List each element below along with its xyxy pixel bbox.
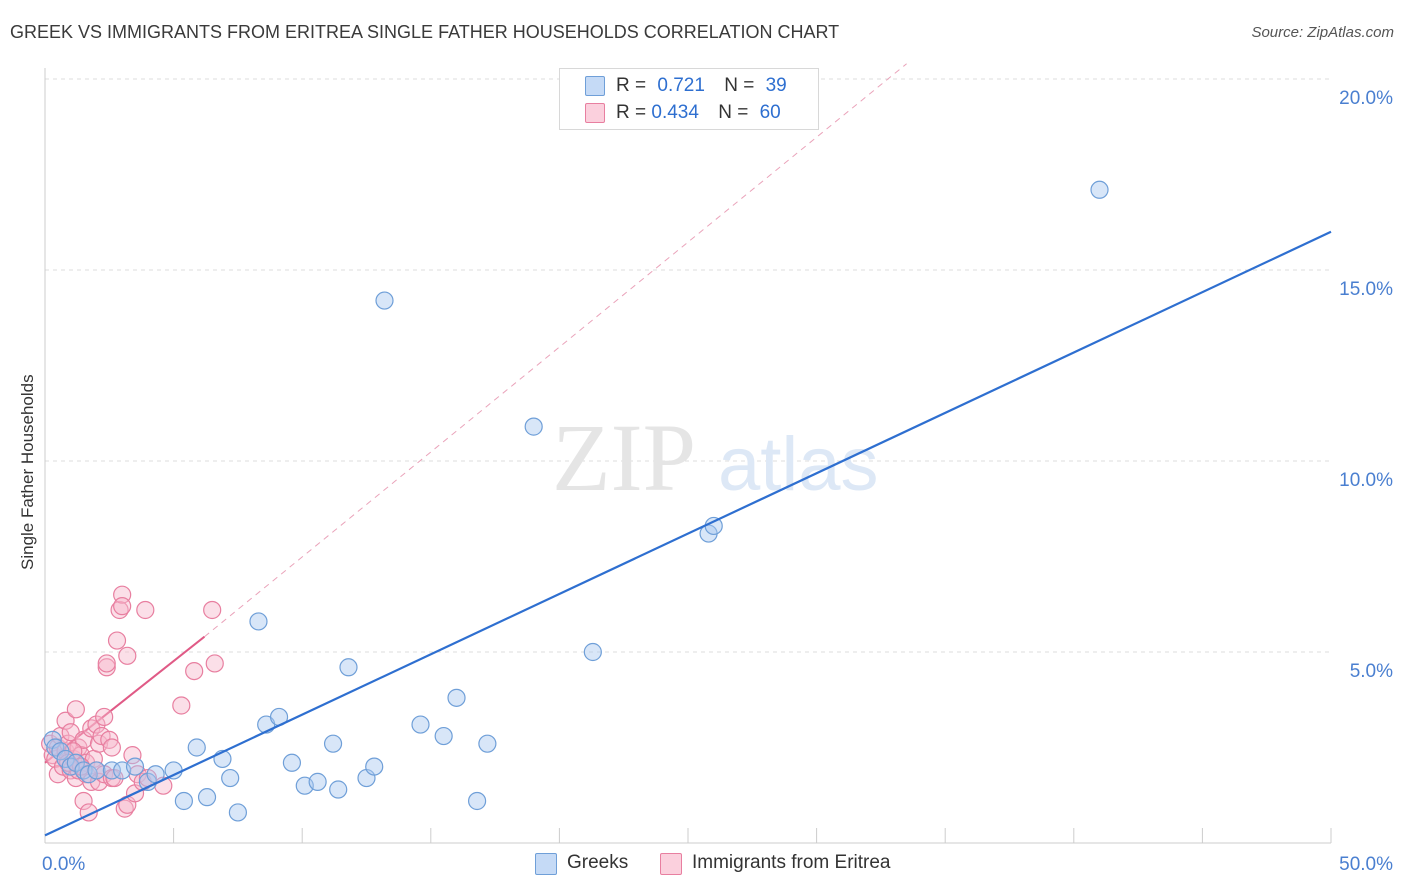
eritrea-legend-label: Immigrants from Eritrea: [692, 852, 891, 873]
watermark-zip: ZIP: [552, 404, 696, 511]
greeks-point: [1090, 180, 1109, 199]
greeks-point: [228, 803, 247, 822]
greeks-point: [87, 761, 106, 780]
y-tick-label: 5.0%: [1350, 661, 1393, 682]
greeks-point: [467, 791, 487, 811]
greeks-point: [164, 761, 183, 780]
eritrea-n-value: 60: [759, 102, 781, 123]
greeks-point: [411, 715, 430, 734]
eritrea-point: [205, 654, 224, 673]
greeks-point: [434, 726, 453, 746]
greeks-point: [375, 291, 394, 310]
eritrea-point: [107, 631, 127, 650]
eritrea-points: [41, 585, 224, 822]
greeks-point: [102, 761, 121, 780]
eritrea-point: [203, 600, 222, 620]
eritrea-point: [66, 700, 85, 719]
greeks-swatch: [585, 76, 605, 96]
greeks-point: [282, 753, 302, 772]
eritrea-point: [74, 791, 93, 811]
greeks-point: [125, 757, 145, 776]
x-tick-labels: 0.0% 50.0%: [42, 854, 1393, 875]
eritrea-trend: [44, 63, 907, 764]
stats-legend: R = 0.721 N = 39 R = 0.434 N = 60: [559, 68, 819, 130]
eritrea-point: [64, 742, 83, 761]
y-tick-labels: 5.0% 10.0% 15.0% 20.0%: [1339, 88, 1393, 682]
greeks-point: [249, 612, 268, 631]
greeks-legend-swatch: [535, 853, 557, 875]
eritrea-r-value: 0.434: [651, 102, 699, 123]
eritrea-point: [97, 658, 116, 677]
y-tick-label: 15.0%: [1339, 279, 1393, 300]
chart-title: GREEK VS IMMIGRANTS FROM ERITREA SINGLE …: [10, 22, 840, 42]
greeks-point: [221, 768, 240, 788]
source-label: Source: ZipAtlas.com: [1251, 24, 1394, 41]
x-tick-label-max: 50.0%: [1339, 854, 1393, 875]
greeks-point: [583, 642, 602, 662]
greeks-point: [478, 734, 497, 753]
eritrea-point: [113, 597, 132, 616]
y-tick-label: 10.0%: [1339, 470, 1393, 491]
eritrea-swatch: [585, 103, 605, 123]
greeks-legend-label: Greeks: [567, 852, 629, 873]
eritrea-legend-swatch: [660, 853, 682, 875]
greeks-point: [447, 688, 466, 707]
greeks-point: [187, 738, 206, 757]
eritrea-point: [185, 661, 204, 681]
eritrea-point: [87, 715, 106, 734]
greeks-point: [323, 734, 343, 753]
greeks-point: [308, 772, 327, 791]
eritrea-point: [172, 696, 191, 715]
watermark: ZIP atlas: [552, 404, 879, 511]
axes: [44, 68, 1332, 844]
eritrea-point: [123, 746, 142, 765]
eritrea-point: [97, 654, 116, 673]
eritrea-point: [95, 707, 114, 727]
greeks-n-value: 39: [765, 75, 787, 96]
y-tick-label: 20.0%: [1339, 88, 1393, 109]
x-tick-label-min: 0.0%: [42, 854, 85, 875]
greeks-point: [365, 757, 384, 776]
greeks-point: [66, 753, 85, 772]
greeks-point: [174, 791, 193, 811]
grid-lines: [45, 78, 1331, 653]
greeks-point: [339, 658, 358, 677]
greeks-r-value: 0.721: [657, 75, 705, 96]
greeks-point: [329, 780, 348, 799]
eritrea-point: [136, 600, 155, 620]
greeks-point: [524, 417, 543, 436]
greeks-trend: [44, 230, 1332, 837]
y-axis-label: Single Father Households: [18, 374, 37, 570]
greeks-point: [704, 516, 723, 536]
greeks-points: [43, 180, 1109, 822]
eritrea-point: [118, 646, 137, 665]
eritrea-point: [56, 711, 75, 730]
eritrea-trend-extension: [204, 63, 907, 638]
watermark-atlas: atlas: [718, 422, 879, 507]
eritrea-point: [102, 738, 121, 757]
greeks-point: [197, 788, 217, 807]
greeks-trend-line: [44, 230, 1332, 837]
